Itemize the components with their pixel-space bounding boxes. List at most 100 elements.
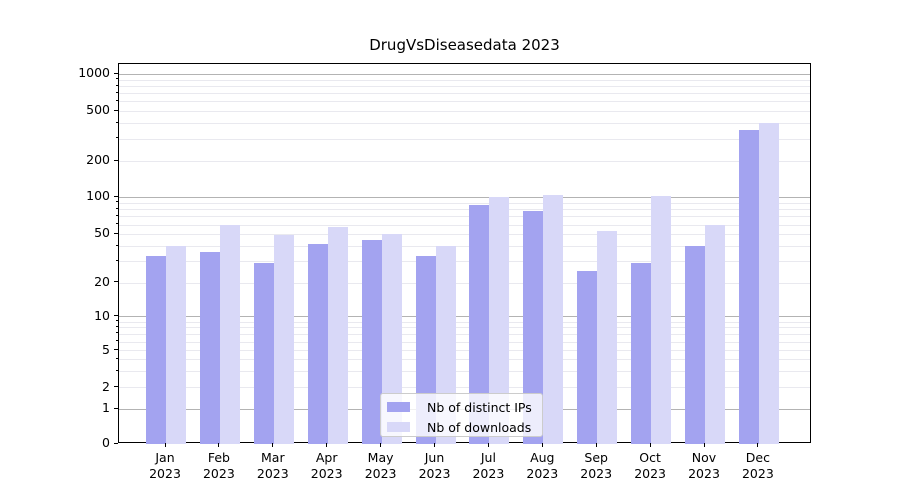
x-tick bbox=[649, 443, 651, 447]
y-minor-tick bbox=[115, 358, 118, 359]
y-minor-tick bbox=[115, 259, 118, 261]
gridline-minor bbox=[119, 202, 810, 204]
y-minor-tick bbox=[115, 369, 118, 371]
y-tick-label: 50 bbox=[94, 225, 110, 241]
y-tick-label: 500 bbox=[86, 102, 110, 117]
gridline-minor bbox=[119, 209, 810, 211]
legend-swatch-downloads bbox=[387, 422, 410, 433]
y-tick-label: 100 bbox=[86, 188, 110, 204]
y-tick bbox=[114, 315, 118, 316]
bar-distinct-ips bbox=[199, 251, 220, 444]
legend-label: Nb of distinct IPs bbox=[427, 399, 532, 415]
gridline-minor bbox=[119, 359, 810, 361]
y-tick-label: 1000 bbox=[78, 65, 110, 81]
bar-distinct-ips bbox=[685, 246, 705, 444]
gridline-minor bbox=[119, 350, 810, 352]
y-tick bbox=[114, 386, 118, 387]
y-minor-tick bbox=[115, 244, 118, 246]
x-tick bbox=[487, 443, 489, 447]
gridline-minor bbox=[119, 261, 810, 263]
gridline-minor bbox=[119, 234, 810, 236]
x-tick-label: Jul 2023 bbox=[472, 450, 505, 481]
gridline-minor bbox=[119, 327, 810, 329]
bar-distinct-ips bbox=[146, 256, 166, 444]
y-tick bbox=[114, 349, 118, 350]
y-minor-tick bbox=[115, 340, 118, 342]
y-tick bbox=[114, 442, 118, 444]
y-minor-tick bbox=[115, 201, 118, 203]
gridline-minor bbox=[119, 341, 810, 343]
chart-title: DrugVsDiseasedata 2023 bbox=[369, 36, 560, 54]
y-minor-tick bbox=[115, 91, 118, 93]
bar-distinct-ips bbox=[307, 243, 328, 444]
x-tick bbox=[272, 443, 274, 447]
bar-downloads bbox=[705, 224, 725, 444]
y-minor-tick bbox=[115, 207, 118, 209]
gridline-minor bbox=[119, 321, 810, 323]
x-tick bbox=[595, 443, 597, 447]
x-tick bbox=[541, 443, 543, 447]
y-minor-tick bbox=[115, 121, 118, 123]
x-tick bbox=[434, 443, 435, 447]
y-tick bbox=[114, 109, 118, 111]
bar-downloads bbox=[381, 234, 402, 444]
x-tick-label: Feb 2023 bbox=[202, 450, 235, 481]
x-tick-label: Mar 2023 bbox=[256, 450, 289, 481]
bar-distinct-ips bbox=[361, 239, 382, 444]
y-tick bbox=[114, 195, 118, 197]
x-tick-label: Aug 2023 bbox=[526, 450, 559, 481]
y-tick-label: 20 bbox=[94, 273, 110, 289]
gridline-minor bbox=[119, 160, 810, 162]
y-tick bbox=[114, 281, 118, 283]
y-minor-tick bbox=[115, 84, 118, 86]
plot-area bbox=[118, 62, 811, 444]
y-minor-tick bbox=[115, 214, 118, 216]
legend: Nb of distinct IPs Nb of downloads bbox=[380, 392, 543, 437]
gridline-minor bbox=[119, 224, 810, 226]
y-tick bbox=[114, 407, 118, 409]
y-tick-label: 10 bbox=[94, 307, 110, 323]
gridline-minor bbox=[119, 93, 810, 95]
y-minor-tick bbox=[115, 223, 118, 225]
bar-distinct-ips bbox=[577, 271, 598, 444]
x-tick bbox=[218, 443, 220, 447]
x-tick-label: May 2023 bbox=[364, 450, 397, 481]
gridline-minor bbox=[119, 79, 810, 81]
y-tick-label: 0 bbox=[102, 435, 110, 450]
gridline-minor bbox=[119, 246, 810, 248]
y-tick-label: 1 bbox=[102, 400, 110, 415]
y-tick-label: 5 bbox=[102, 341, 110, 357]
y-tick bbox=[114, 159, 118, 161]
legend-item-distinct-ips: Nb of distinct IPs bbox=[387, 399, 534, 416]
gridline-minor bbox=[119, 387, 810, 389]
bar-distinct-ips bbox=[523, 210, 544, 444]
x-tick-label: Dec 2023 bbox=[741, 450, 774, 481]
gridline-minor bbox=[119, 371, 810, 373]
gridline-minor bbox=[119, 110, 810, 112]
legend-item-downloads: Nb of downloads bbox=[387, 419, 534, 436]
x-tick-label: Sep 2023 bbox=[580, 450, 613, 481]
y-minor-tick bbox=[115, 137, 118, 139]
x-tick-label: Apr 2023 bbox=[310, 450, 343, 481]
y-minor-tick bbox=[115, 320, 118, 322]
gridline-minor bbox=[119, 123, 810, 125]
x-tick-label: Oct 2023 bbox=[634, 450, 666, 481]
x-tick bbox=[326, 443, 328, 447]
gridline-minor bbox=[119, 138, 810, 140]
bar-distinct-ips bbox=[253, 263, 274, 444]
bar-downloads bbox=[597, 231, 618, 444]
gridline-minor bbox=[119, 282, 810, 284]
y-tick bbox=[114, 232, 118, 234]
bar-downloads bbox=[327, 227, 348, 444]
gridline-major bbox=[119, 74, 810, 76]
legend-swatch-distinct-ips bbox=[387, 402, 410, 413]
y-minor-tick bbox=[115, 78, 118, 80]
bar-distinct-ips bbox=[631, 263, 652, 444]
bar-distinct-ips bbox=[469, 204, 490, 444]
y-minor-tick bbox=[115, 325, 118, 327]
y-tick-label: 200 bbox=[86, 152, 110, 167]
bar-distinct-ips bbox=[738, 129, 759, 444]
bar-downloads bbox=[758, 123, 779, 444]
x-tick-label: Jan 2023 bbox=[149, 450, 181, 481]
